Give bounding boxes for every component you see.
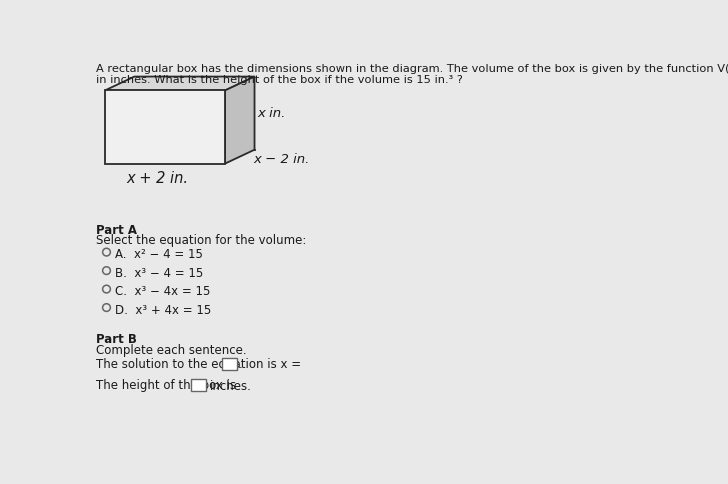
Text: B.  x³ − 4 = 15: B. x³ − 4 = 15	[115, 267, 203, 280]
Polygon shape	[105, 91, 225, 164]
Text: in inches. What is the height of the box if the volume is 15 in.³ ?: in inches. What is the height of the box…	[96, 75, 463, 85]
Text: Part A: Part A	[96, 224, 138, 237]
Text: .: .	[239, 358, 242, 371]
Text: Select the equation for the volume:: Select the equation for the volume:	[96, 234, 306, 247]
Text: C.  x³ − 4x = 15: C. x³ − 4x = 15	[115, 285, 210, 298]
Text: The solution to the equation is x =: The solution to the equation is x =	[96, 358, 301, 371]
FancyBboxPatch shape	[222, 358, 237, 370]
FancyBboxPatch shape	[191, 379, 207, 392]
Text: Part B: Part B	[96, 333, 138, 346]
Text: The height of the box is: The height of the box is	[96, 379, 237, 392]
Text: x + 2 in.: x + 2 in.	[126, 171, 189, 186]
Text: A.  x² − 4 = 15: A. x² − 4 = 15	[115, 248, 203, 261]
Text: inches.: inches.	[210, 380, 251, 393]
Polygon shape	[225, 76, 255, 164]
Text: A rectangular box has the dimensions shown in the diagram. The volume of the box: A rectangular box has the dimensions sho…	[96, 64, 728, 74]
Polygon shape	[105, 76, 255, 91]
Text: D.  x³ + 4x = 15: D. x³ + 4x = 15	[115, 304, 211, 317]
Text: Complete each sentence.: Complete each sentence.	[96, 344, 247, 357]
Text: x in.: x in.	[258, 106, 286, 120]
Text: x − 2 in.: x − 2 in.	[253, 153, 309, 166]
